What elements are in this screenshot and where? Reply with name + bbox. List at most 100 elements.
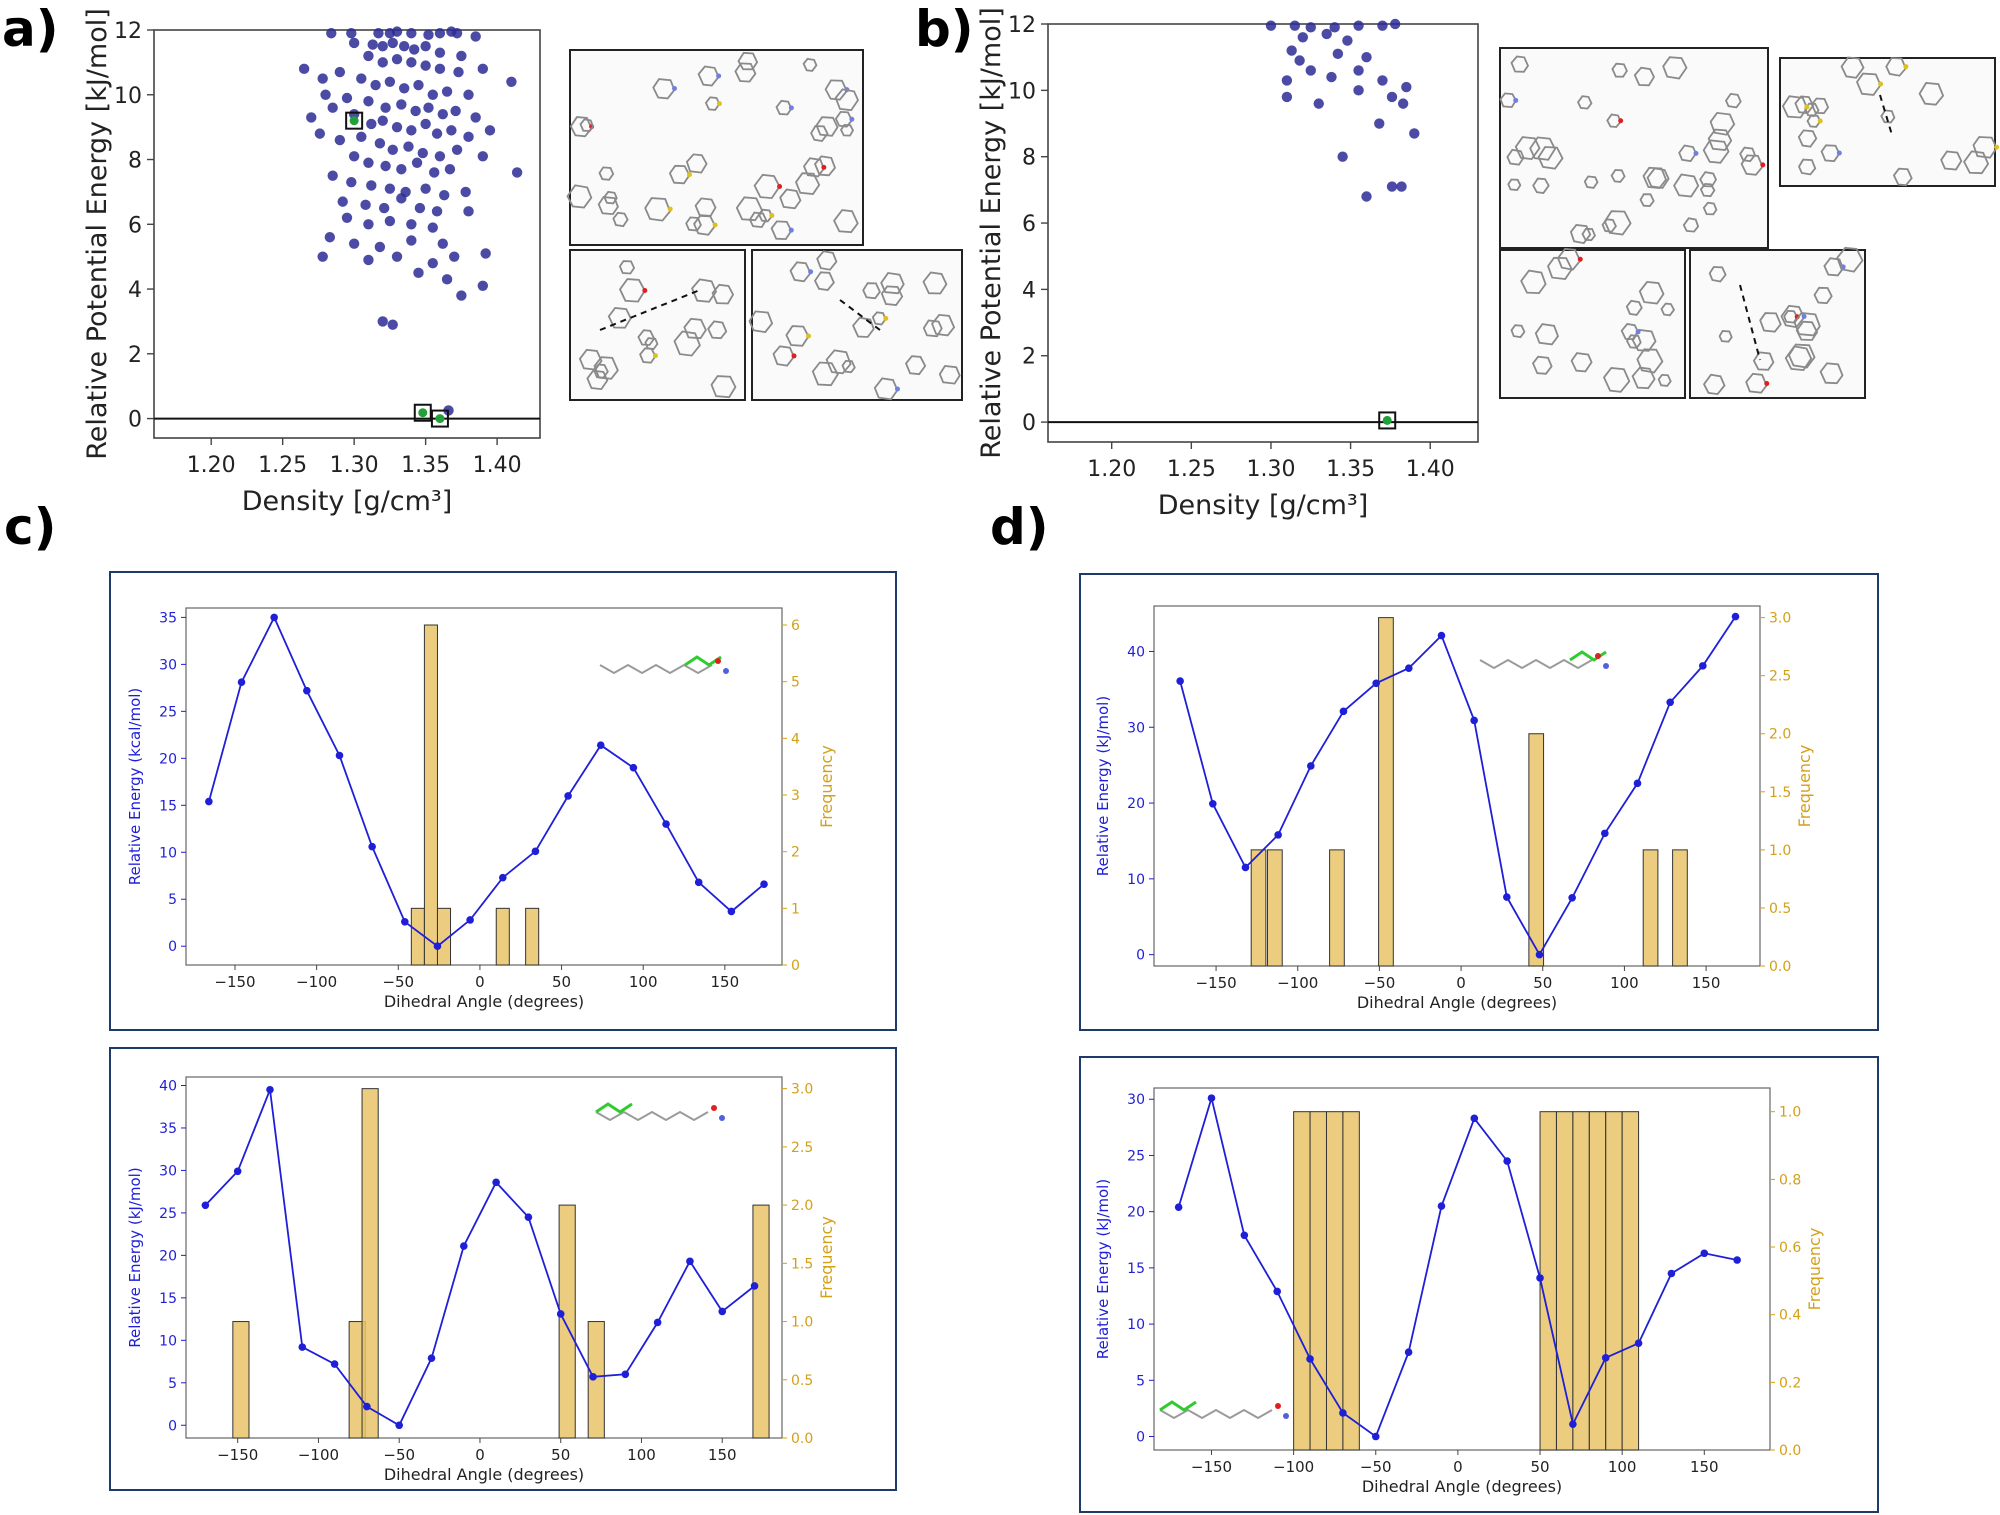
energy-point <box>1733 1256 1741 1264</box>
data-point <box>417 147 428 159</box>
molecule-structure-image <box>1159 1400 1289 1420</box>
data-point <box>420 60 431 71</box>
energy-point <box>298 1343 307 1351</box>
energy-point <box>662 820 670 828</box>
data-point <box>1281 91 1293 103</box>
x-tick-label: −50 <box>382 973 414 991</box>
y2-tick-label: 0 <box>791 958 800 974</box>
ring <box>1880 109 1896 124</box>
frequency-bar <box>1378 617 1394 967</box>
data-point <box>384 215 396 227</box>
ring <box>1531 355 1553 375</box>
data-point <box>1396 181 1407 192</box>
x-tick-label: 0 <box>475 1446 485 1464</box>
ring <box>1702 373 1726 396</box>
y-tick-label: 4 <box>1022 278 1036 303</box>
x-axis-label: Dihedral Angle (degrees) <box>1357 993 1557 1012</box>
ring <box>697 65 720 87</box>
y-tick-label: 6 <box>1022 212 1036 237</box>
x-tick-label: −50 <box>1360 1458 1392 1476</box>
y2-tick-label: 0.6 <box>1779 1240 1801 1256</box>
data-point <box>348 37 360 49</box>
x-tick-label: 50 <box>1533 974 1552 992</box>
data-point <box>324 232 336 243</box>
data-point <box>326 28 337 39</box>
frequency-bar <box>1309 1111 1327 1451</box>
ring <box>833 209 859 234</box>
atom <box>769 212 775 218</box>
energy-point <box>1274 831 1282 839</box>
y-axis-label: Relative Energy (kJ/mol) <box>1094 696 1112 876</box>
ring <box>1972 136 1998 159</box>
data-point <box>377 115 388 126</box>
ring <box>904 355 927 376</box>
molecule-structure-image <box>1479 650 1609 670</box>
atom <box>1513 97 1519 103</box>
ring <box>1570 352 1593 373</box>
data-point <box>380 102 391 113</box>
ring <box>938 365 961 385</box>
y2-tick-label: 0.0 <box>1779 1443 1801 1459</box>
hbond-contact-image <box>1499 247 1686 399</box>
y2-tick-label: 2.0 <box>1769 727 1791 743</box>
energy-point <box>1339 1409 1347 1417</box>
ring <box>685 153 708 174</box>
y2-tick-label: 1.0 <box>791 1315 813 1331</box>
ring <box>597 196 619 216</box>
energy-point <box>205 797 213 806</box>
energy-point <box>1700 1249 1709 1258</box>
energy-point <box>1633 779 1642 788</box>
x-tick-label: 1.20 <box>1087 457 1136 482</box>
y2-tick-label: 6 <box>791 618 800 634</box>
ring <box>1611 62 1628 78</box>
ring <box>922 319 943 338</box>
atom <box>791 353 797 359</box>
plot-frame <box>1153 1087 1771 1451</box>
data-point <box>1353 85 1364 96</box>
data-point <box>374 241 386 253</box>
scatter-plot-b <box>1041 18 1479 449</box>
y-tick-label: 5 <box>168 892 177 908</box>
ring <box>1795 320 1819 341</box>
molecule-backbone <box>595 1110 709 1122</box>
energy-point <box>1306 1355 1314 1363</box>
ring <box>785 325 810 347</box>
data-point <box>387 144 398 156</box>
y-tick-label: 2 <box>1022 345 1036 370</box>
data-point <box>373 28 384 39</box>
atom <box>667 206 673 212</box>
data-point <box>444 164 456 175</box>
ring <box>873 377 899 401</box>
y2-tick-label: 0.5 <box>791 1373 813 1389</box>
highlight-box <box>413 403 432 422</box>
ring <box>1636 348 1664 374</box>
y-tick-label: 20 <box>159 1248 177 1264</box>
inset-frame <box>569 249 746 401</box>
y-tick-label: 40 <box>159 1078 177 1094</box>
energy-point <box>1634 1339 1643 1347</box>
ring <box>1569 224 1592 245</box>
x-tick-label: 0 <box>1453 1458 1463 1476</box>
ring <box>652 78 676 100</box>
energy-point <box>1437 631 1446 640</box>
x-tick-label: 100 <box>629 973 658 991</box>
data-point <box>427 257 438 269</box>
ring <box>637 329 656 346</box>
atom <box>642 288 648 294</box>
data-point <box>1386 181 1398 192</box>
data-point <box>1353 65 1364 76</box>
ring <box>1506 148 1525 166</box>
data-point <box>348 108 360 120</box>
data-point <box>1326 71 1337 83</box>
ring <box>816 250 838 271</box>
x-tick-label: 50 <box>552 973 571 991</box>
ring <box>644 337 659 350</box>
data-point <box>1361 191 1372 202</box>
data-point <box>366 118 377 130</box>
y-tick-label: 0 <box>1136 1430 1145 1446</box>
energy-point <box>1699 662 1707 670</box>
ring <box>691 278 718 303</box>
y2-tick-label: 0.0 <box>791 1431 813 1447</box>
atom <box>1817 118 1823 124</box>
